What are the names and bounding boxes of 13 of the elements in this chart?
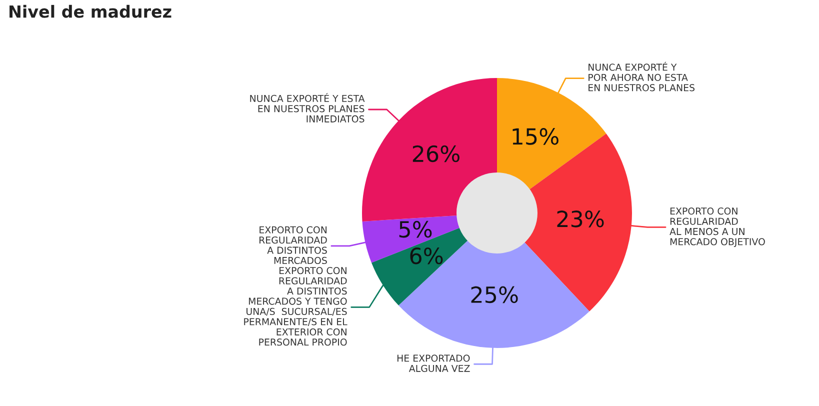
data-label: 23%: [557, 210, 604, 228]
data-label: 26%: [412, 145, 460, 162]
data-label: 25%: [471, 286, 518, 304]
slice-label: NUNCA EXPORTÉ Y POR AHORA NO ESTA EN NUESTROS PLANES: [588, 62, 695, 92]
data-label: 15%: [512, 128, 558, 145]
slice-label: NUNCA EXPORTÉ Y ESTA EN NUESTROS PLANES INMEDIATOS: [250, 93, 365, 122]
data-label: 6%: [410, 247, 443, 264]
data-label: 5%: [399, 220, 432, 238]
slice-label: HE EXPORTADO ALGUNA VEZ: [397, 354, 470, 372]
slice-label: EXPORTO CON REGULARIDAD A DISTINTOS MERCADOS Y TENGO UNA/S SUCURSAL/ES PERMANENTE/S EN EL EXTERIOR CON PERSONAL PROPIO: [244, 267, 348, 346]
text: Nivel de madurez: [10, 4, 172, 18]
slice-label: EXPORTO CON REGULARIDAD AL MENOS A UN MERCADO OBJETIVO: [670, 208, 765, 248]
slice-label: EXPORTO CON REGULARIDAD A DISTINTOS MERCADOS: [259, 226, 327, 264]
